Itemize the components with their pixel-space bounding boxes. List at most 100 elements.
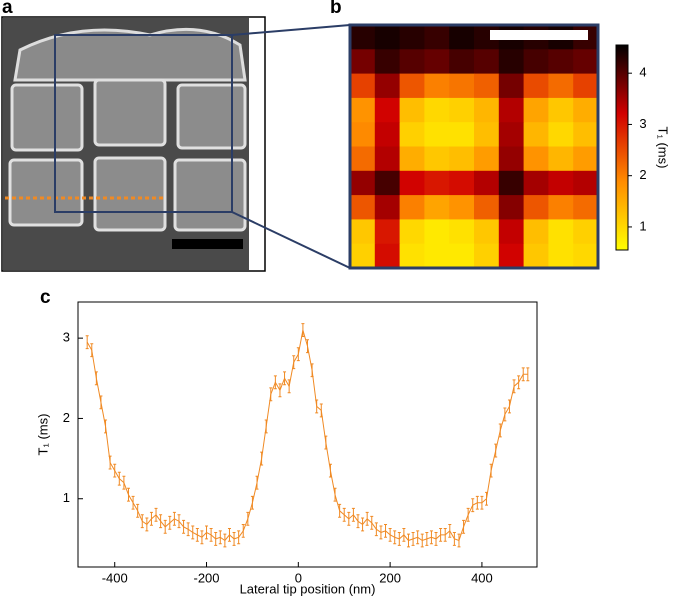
error-bar: [200, 530, 204, 545]
y-tick-label: 1: [63, 490, 70, 505]
error-bar: [448, 523, 452, 538]
heat-cell: [474, 73, 500, 99]
error-bar: [475, 495, 479, 510]
heat-cell: [498, 97, 525, 123]
heat-cell: [399, 146, 425, 172]
error-bar: [108, 455, 112, 470]
error-bar: [122, 475, 126, 490]
heat-cell: [523, 146, 549, 172]
x-tick-label: 400: [471, 570, 493, 585]
error-bar: [370, 515, 374, 530]
heatmap-frame: [348, 23, 600, 270]
error-bar: [328, 463, 332, 478]
heat-cell: [449, 122, 475, 147]
error-bar: [85, 335, 89, 350]
heatmap: [350, 25, 599, 269]
heat-cell: [498, 170, 525, 196]
heat-cell: [374, 49, 401, 75]
heat-cell: [374, 195, 401, 220]
error-bar: [168, 515, 172, 530]
heat-cell: [573, 195, 599, 220]
heat-cell: [449, 97, 475, 123]
error-bar: [223, 533, 227, 548]
error-bar: [406, 533, 410, 548]
colorbar-tick-label: 4: [639, 65, 646, 80]
heat-cell: [474, 97, 500, 123]
error-bar: [232, 531, 236, 546]
heat-cell: [350, 170, 376, 196]
heat-cell: [399, 25, 425, 50]
error-bar: [315, 399, 319, 414]
error-bar: [411, 531, 415, 546]
heat-cell: [474, 195, 500, 220]
error-bar: [296, 347, 300, 362]
error-bar: [434, 531, 438, 546]
error-bar: [278, 383, 282, 398]
error-bar: [191, 525, 195, 540]
heat-cell: [399, 195, 425, 220]
heat-cell: [449, 73, 475, 99]
heat-cell: [449, 219, 475, 245]
error-bar: [104, 419, 108, 434]
error-bar: [507, 399, 511, 414]
heat-cell: [374, 122, 401, 147]
error-bar: [416, 530, 420, 545]
heat-cell: [399, 49, 425, 75]
error-bar: [209, 527, 213, 542]
heat-cell: [548, 243, 574, 269]
error-bar: [439, 527, 443, 542]
heat-cell: [548, 97, 574, 123]
heat-cell: [474, 146, 500, 172]
heat-cell: [449, 243, 475, 269]
heat-cell: [474, 219, 500, 245]
error-bar: [356, 514, 360, 529]
heat-cell: [523, 219, 549, 245]
heat-cell: [573, 122, 599, 147]
y-tick-label: 3: [63, 330, 70, 345]
error-bar: [237, 530, 241, 545]
error-bar: [393, 530, 397, 545]
error-bar: [512, 379, 516, 394]
error-bar: [347, 511, 351, 526]
heat-cell: [350, 122, 376, 147]
heat-cell: [424, 146, 450, 172]
error-bar: [227, 527, 231, 542]
heat-cell: [424, 195, 450, 220]
error-bar: [99, 395, 103, 410]
error-bar: [154, 507, 158, 522]
y-tick-label: 2: [63, 410, 70, 425]
heat-cell: [474, 49, 500, 75]
heat-cell: [523, 97, 549, 123]
error-bar: [457, 533, 461, 548]
data-line: [86, 329, 528, 542]
error-bar: [126, 487, 130, 502]
heat-cell: [523, 243, 549, 269]
error-bar: [425, 531, 429, 546]
plot-frame: [77, 301, 538, 568]
error-bar: [310, 363, 314, 378]
heat-cell: [374, 219, 401, 245]
heat-cell: [498, 73, 525, 99]
error-bar: [172, 511, 176, 526]
error-bar: [466, 507, 470, 522]
heat-cell: [350, 73, 376, 99]
heat-cell: [350, 97, 376, 123]
error-bar: [246, 511, 250, 526]
heat-cell: [523, 122, 549, 147]
error-bar: [113, 463, 117, 478]
heat-cell: [474, 170, 500, 196]
error-bar: [388, 527, 392, 542]
heat-cell: [548, 170, 574, 196]
error-bar: [287, 379, 291, 394]
error-bar: [273, 375, 277, 390]
heat-cell: [399, 122, 425, 147]
error-bar: [503, 407, 507, 422]
error-bar: [117, 471, 121, 486]
error-bar: [186, 522, 190, 537]
colorbar-tick-label: 3: [639, 116, 646, 131]
error-bar: [365, 511, 369, 526]
error-bar: [301, 323, 305, 338]
error-bar: [480, 495, 484, 510]
heat-cell: [399, 73, 425, 99]
